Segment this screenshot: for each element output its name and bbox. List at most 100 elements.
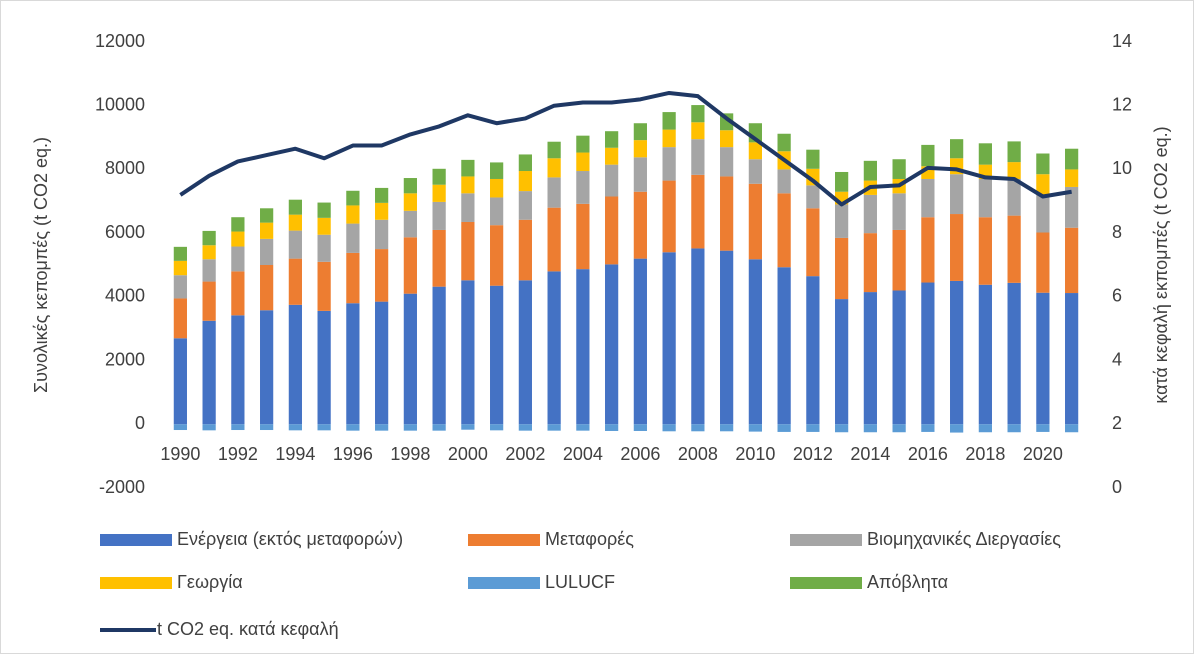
bar-segment: [978, 143, 992, 165]
legend-label: LULUCF: [545, 572, 615, 592]
bar-segment: [202, 320, 216, 425]
bar-segment: [633, 191, 647, 259]
bar-segment: [518, 171, 532, 192]
bar-segment: [777, 193, 791, 268]
bar-segment: [173, 298, 187, 339]
bar-segment: [892, 159, 906, 179]
bar-segment: [576, 152, 590, 172]
legend-swatch: [468, 577, 540, 589]
bar-segment: [346, 303, 360, 425]
bar-segment: [403, 424, 417, 431]
bar-segment: [1065, 293, 1079, 425]
bar-segment: [1065, 186, 1079, 228]
bar-segment: [1065, 169, 1079, 187]
bar-segment: [432, 168, 446, 185]
bar-segment: [892, 193, 906, 230]
bar-segment: [403, 293, 417, 425]
bar-segment: [346, 190, 360, 206]
x-tick-label: 1992: [218, 444, 258, 464]
bar-segment: [231, 271, 245, 316]
bar-segment: [835, 237, 849, 300]
bar-segment: [892, 424, 906, 433]
bar-segment: [547, 177, 561, 208]
legend-label: Μεταφορές: [545, 529, 634, 549]
y-tick-label: 4000: [105, 286, 145, 306]
bar-segment: [432, 286, 446, 425]
bar-segment: [662, 129, 676, 148]
legend-label: Ενέργεια (εκτός μεταφορών): [177, 529, 403, 549]
bar-segment: [432, 424, 446, 431]
bar-segment: [863, 292, 877, 425]
bar-segment: [317, 202, 331, 218]
bar-segment: [1007, 141, 1021, 163]
x-tick-label: 2000: [448, 444, 488, 464]
y-tick-label: 0: [135, 413, 145, 433]
legend-label: t CO2 eq. κατά κεφαλή: [157, 619, 339, 639]
bar-segment: [720, 424, 734, 432]
bar-segment: [403, 193, 417, 211]
bar-segment: [173, 275, 187, 299]
bar-segment: [863, 160, 877, 181]
bar-segment: [490, 178, 504, 198]
legend-swatch: [790, 534, 862, 546]
bar-segment: [691, 424, 705, 432]
bar-segment: [288, 258, 302, 305]
bar-segment: [288, 214, 302, 231]
bar-segment: [662, 424, 676, 432]
bar-segment: [863, 233, 877, 293]
y-tick-label: -2000: [99, 477, 145, 497]
bar-segment: [576, 269, 590, 425]
bar-segment: [978, 284, 992, 425]
bar-segment: [461, 193, 475, 222]
bar-segment: [375, 301, 389, 425]
bar-segment: [432, 201, 446, 230]
bar-segment: [1065, 148, 1079, 170]
y2-axis-label: κατά κεφαλή εκπομπές (t CO2 eq.): [1151, 126, 1171, 403]
bar-segment: [1007, 178, 1021, 216]
bar-segment: [260, 238, 274, 265]
bar-segment: [518, 280, 532, 425]
legend-swatch: [100, 577, 172, 589]
y2-tick-label: 12: [1112, 94, 1132, 114]
y2-tick-label: 2: [1112, 413, 1122, 433]
bar-segment: [173, 246, 187, 261]
bar-segment: [317, 234, 331, 262]
x-tick-label: 2012: [793, 444, 833, 464]
bar-segment: [1065, 424, 1079, 433]
bar-segment: [892, 229, 906, 291]
bar-segment: [317, 261, 331, 311]
x-tick-label: 1994: [275, 444, 315, 464]
bar-segment: [288, 230, 302, 259]
bar-segment: [605, 264, 619, 425]
x-tick-label: 2008: [678, 444, 718, 464]
y2-tick-label: 4: [1112, 349, 1122, 369]
bar-segment: [633, 140, 647, 158]
bar-segment: [605, 164, 619, 197]
bar-segment: [720, 147, 734, 177]
bar-segment: [260, 310, 274, 425]
bar-segment: [403, 237, 417, 294]
bar-segment: [1065, 227, 1079, 294]
y2-tick-label: 14: [1112, 31, 1132, 51]
bar-segment: [835, 299, 849, 425]
y-tick-label: 2000: [105, 349, 145, 369]
bar-segment: [1036, 292, 1050, 425]
bar-segment: [950, 424, 964, 433]
bar-segment: [518, 154, 532, 172]
y-tick-label: 10000: [95, 94, 145, 114]
bar-segment: [950, 174, 964, 215]
x-tick-label: 2018: [965, 444, 1005, 464]
bar-segment: [806, 276, 820, 425]
bar-segment: [1007, 215, 1021, 283]
x-tick-label: 2004: [563, 444, 603, 464]
bar-segment: [461, 159, 475, 177]
y-tick-label: 8000: [105, 158, 145, 178]
bar-segment: [1007, 424, 1021, 433]
x-tick-label: 2020: [1023, 444, 1063, 464]
bar-segment: [1036, 194, 1050, 233]
bar-segment: [173, 424, 187, 431]
bar-segment: [202, 281, 216, 321]
bar-segment: [288, 304, 302, 425]
bar-segment: [950, 214, 964, 281]
